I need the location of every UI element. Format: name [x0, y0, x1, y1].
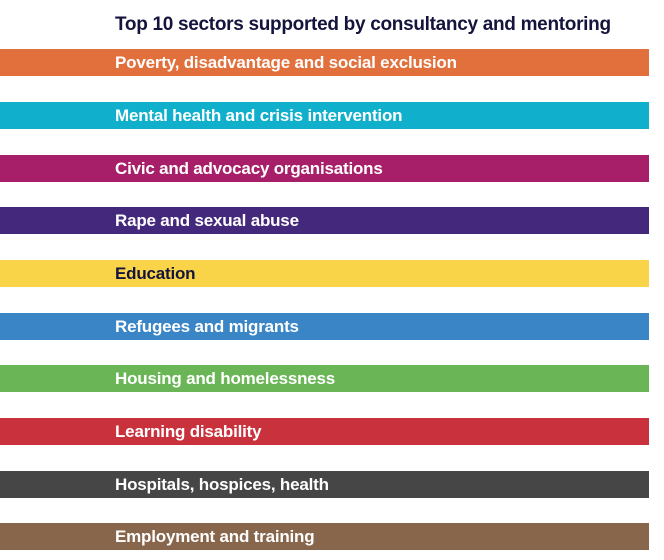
sector-label: Learning disability — [115, 421, 262, 441]
sector-bar-8: Learning disability — [0, 418, 649, 445]
sector-label: Employment and training — [115, 526, 315, 546]
sector-label: Hospitals, hospices, health — [115, 474, 329, 494]
sector-bar-1: Poverty, disadvantage and social exclusi… — [0, 49, 649, 76]
sector-bar-5: Education — [0, 260, 649, 287]
sector-bar-3: Civic and advocacy organisations — [0, 155, 649, 182]
sector-bar-2: Mental health and crisis intervention — [0, 102, 649, 129]
sector-bar-9: Hospitals, hospices, health — [0, 471, 649, 498]
sector-label: Rape and sexual abuse — [115, 210, 299, 230]
chart-title: Top 10 sectors supported by consultancy … — [115, 14, 611, 35]
sector-label: Poverty, disadvantage and social exclusi… — [115, 52, 457, 72]
sector-label: Education — [115, 263, 196, 283]
sector-label: Housing and homelessness — [115, 368, 336, 388]
sector-bar-10: Employment and training — [0, 523, 649, 550]
sector-label: Mental health and crisis intervention — [115, 105, 403, 125]
sector-bar-7: Housing and homelessness — [0, 365, 649, 392]
sector-bar-4: Rape and sexual abuse — [0, 207, 649, 234]
sector-label: Refugees and migrants — [115, 316, 299, 336]
sector-bar-6: Refugees and migrants — [0, 313, 649, 340]
sector-label: Civic and advocacy organisations — [115, 158, 383, 178]
